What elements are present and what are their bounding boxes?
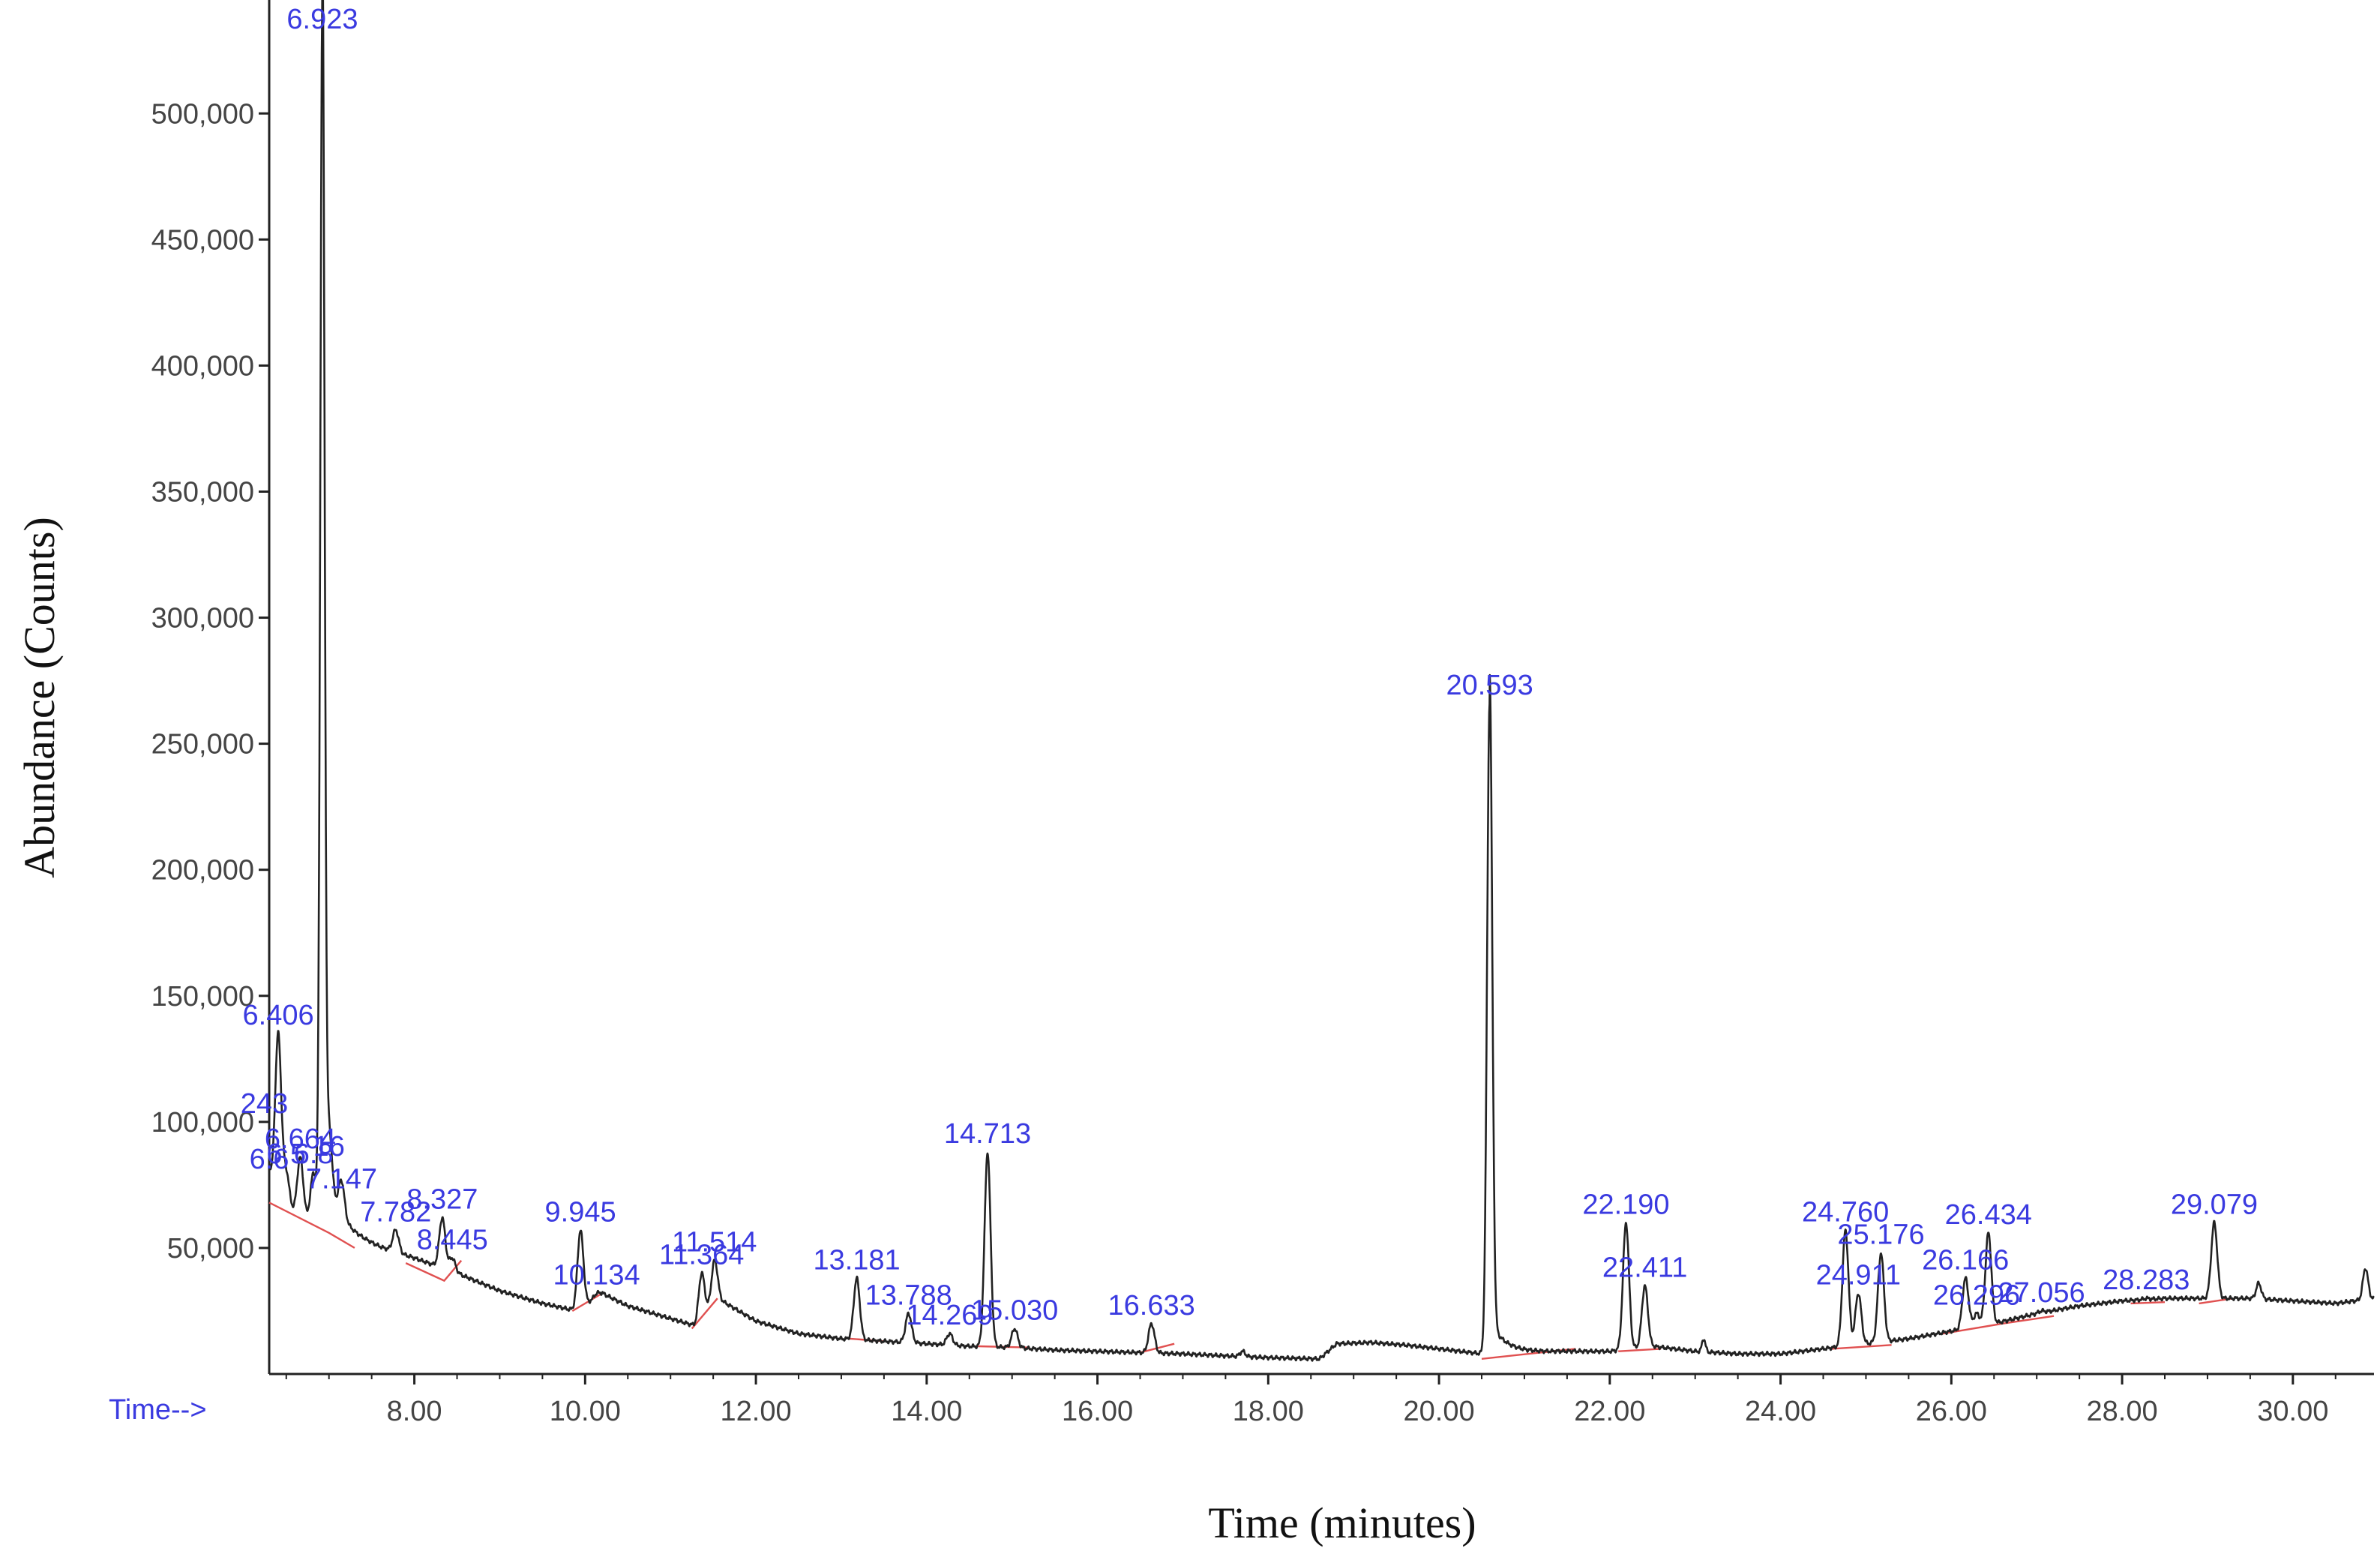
integration-baseline [2130,1301,2166,1305]
y-tick-label: 200,000 [151,855,254,886]
axes [268,0,2374,1376]
x-tick-label: 10.00 [550,1396,621,1427]
x-tick-label: 26.00 [1916,1396,1987,1427]
peak-label: 27.056 [1998,1277,2085,1309]
chromatogram-trace [268,0,2375,1362]
y-tick-label: 500,000 [151,98,254,130]
peak-label: 6.406 [243,1000,314,1031]
peak-label: 6.664 [265,1124,336,1155]
integration-baseline [268,1202,355,1249]
peak-label: 6.5 [266,1138,306,1170]
x-tick-label: 22.00 [1574,1396,1645,1427]
peak-label: 14.269 [906,1300,993,1331]
peak-label: 15.030 [971,1294,1058,1326]
x-tick-label: 16.00 [1062,1396,1133,1427]
x-tick-label: 30.00 [2257,1396,2328,1427]
x-tick-label: 12.00 [721,1396,792,1427]
peak-label: 26.434 [1945,1199,2032,1231]
peak-label: 20.593 [1446,670,1533,701]
peak-label: 24.911 [1816,1259,1901,1291]
y-tick-label: 100,000 [151,1107,254,1138]
x-axis-title: Time (minutes) [1208,1498,1476,1547]
y-tick-label: 300,000 [151,603,254,634]
integration-baseline [571,1292,603,1312]
peak-label: 9.945 [545,1196,616,1228]
y-tick-label: 400,000 [151,350,254,382]
y-tick-label: 250,000 [151,729,254,760]
peak-label: 22.411 [1602,1252,1687,1283]
x-tick-label: 28.00 [2087,1396,2158,1427]
peak-label: 6.8 [294,1138,334,1170]
peak-label: 243 [241,1088,288,1120]
peak-label: 28.283 [2103,1264,2190,1296]
peak-label: 10.134 [553,1259,640,1291]
integration-baseline [1618,1348,1662,1352]
y-tick-label: 450,000 [151,224,254,256]
peak-label: 24.760 [1802,1196,1889,1228]
peak-label: 14.713 [944,1118,1031,1150]
peak-label: 7.147 [306,1164,377,1196]
peak-label: 8.327 [406,1184,478,1216]
x-tick-label: 8.00 [387,1396,442,1427]
peak-label: 26.296 [1933,1280,2020,1311]
x-tick-label: 14.00 [891,1396,962,1427]
x-tick-label: 18.00 [1233,1396,1304,1427]
x-tick-label: 20.00 [1404,1396,1475,1427]
y-tick-label: 50,000 [167,1233,254,1264]
y-ticks: 50,000 100,000 150,000 200,000 250,000 300,00… [151,98,269,1264]
x-tick-label: 24.00 [1745,1396,1816,1427]
y-tick-label: 350,000 [151,476,254,508]
y-tick-label: 150,000 [151,981,254,1012]
chromatogram-line [268,0,2375,1362]
peak-label: 25.176 [1837,1220,1924,1251]
integration-baseline [691,1298,718,1330]
peak-label: 22.190 [1582,1189,1669,1220]
peak-label: 13.788 [865,1280,952,1311]
peak-label: 16.633 [1108,1290,1195,1322]
peak-label: 6.923 [286,4,358,35]
peak-label: 26.166 [1922,1244,2009,1276]
peak-label: 8.445 [417,1224,488,1256]
peak-label: 13.181 [813,1244,900,1276]
peak-label: 7.782 [360,1196,431,1228]
peak-label: 16 [313,1131,345,1162]
x-ticks: 8.00 10.00 12.00 14.00 16.00 18.00 20.00 22.00 2… [285,1374,2337,1427]
integration-baseline [1831,1344,1892,1350]
peak-label: 11.364 [659,1240,744,1271]
peak-label: 11.514 [672,1227,757,1258]
y-axis-title: Abundance (Counts) [15,517,64,878]
time-axis-prefix: Time--> [109,1394,207,1426]
peak-label: 29.079 [2171,1189,2258,1220]
peak-label: 6.6 [250,1144,289,1175]
